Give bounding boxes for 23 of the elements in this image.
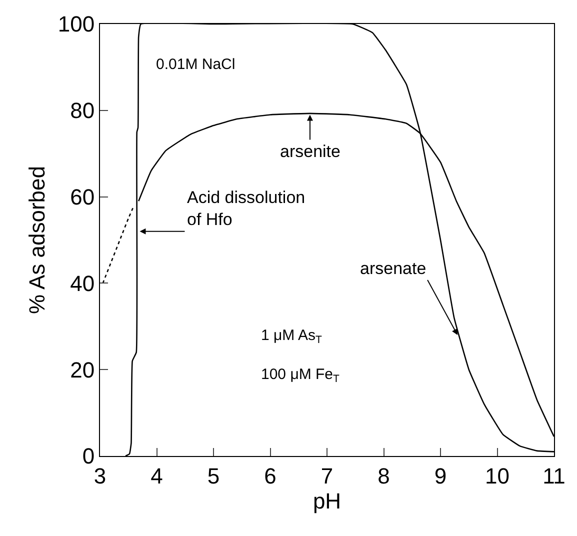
annotation: arsenate — [360, 259, 426, 278]
x-tick-label: 4 — [150, 463, 163, 488]
y-tick-label: 0 — [82, 444, 95, 469]
y-tick-label: 40 — [70, 270, 95, 296]
y-tick-label: 60 — [70, 184, 95, 210]
x-tick-label: 3 — [94, 463, 106, 488]
annotation: arsenite — [280, 142, 340, 161]
y-tick-label: 20 — [70, 357, 95, 382]
y-axis-title: % As adsorbed — [24, 166, 50, 314]
y-tick-label: 80 — [70, 98, 95, 124]
x-tick-label: 10 — [485, 463, 510, 488]
x-tick-label: 5 — [207, 463, 220, 488]
x-tick-label: 9 — [434, 463, 447, 488]
x-tick-label: 8 — [378, 463, 390, 488]
y-tick-label: 100 — [58, 12, 95, 37]
x-tick-label: 11 — [542, 463, 566, 488]
annotation: 1 μM As$_{T}$ — [261, 327, 322, 346]
x-tick-label: 6 — [264, 463, 276, 488]
x-tick-label: 7 — [320, 463, 334, 488]
x-axis-title: pH — [312, 488, 342, 514]
annotation: 100 μM Fe$_{T}$ — [261, 366, 340, 386]
annotation: 0.01M NaCl — [156, 56, 236, 73]
annotation: Acid dissolution of Hfo — [187, 188, 306, 230]
